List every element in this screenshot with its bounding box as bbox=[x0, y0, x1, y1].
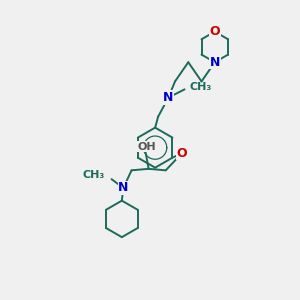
Text: N: N bbox=[163, 91, 174, 104]
Text: N: N bbox=[118, 182, 128, 194]
Text: OH: OH bbox=[137, 142, 156, 152]
Text: CH₃: CH₃ bbox=[82, 170, 105, 180]
Text: CH₃: CH₃ bbox=[189, 82, 211, 92]
Text: O: O bbox=[209, 25, 220, 38]
Text: N: N bbox=[210, 56, 220, 69]
Text: O: O bbox=[177, 147, 187, 160]
